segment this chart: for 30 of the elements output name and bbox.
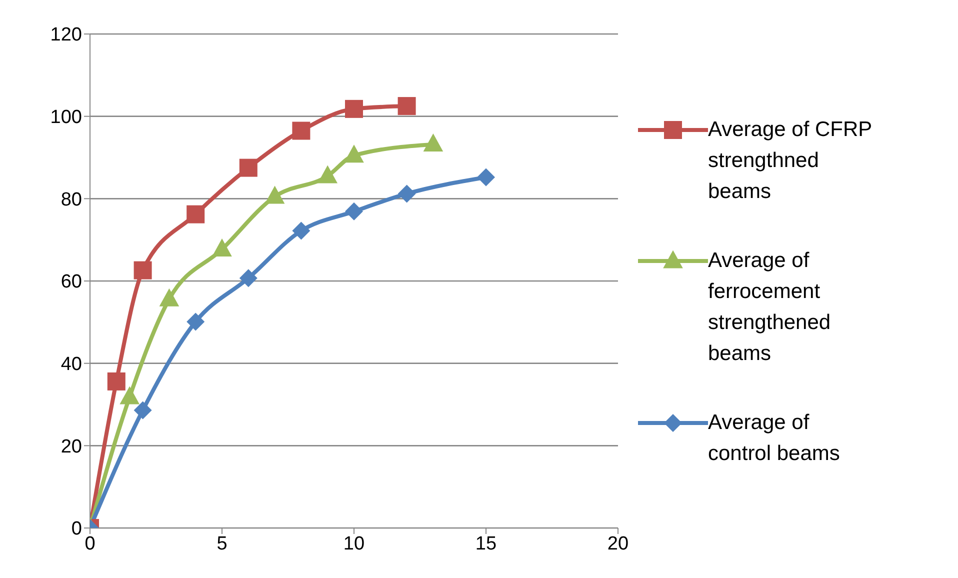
legend-label: Average of CFRP strengthned beams xyxy=(708,117,873,205)
point xyxy=(345,100,363,118)
x-tick-label: 10 xyxy=(343,533,365,554)
x-tick-label: 5 xyxy=(216,533,228,554)
point xyxy=(107,372,126,390)
point xyxy=(186,312,205,331)
y-tick-label: 40 xyxy=(60,354,82,376)
y-tick-label: 60 xyxy=(60,272,82,293)
point xyxy=(292,222,310,240)
y-tick-label: 20 xyxy=(60,436,82,458)
point xyxy=(120,386,140,404)
y-tick-label: 80 xyxy=(60,189,82,210)
x-tick-label: 0 xyxy=(84,533,96,554)
y-tick-label: 0 xyxy=(71,518,82,540)
x-tick-label: 15 xyxy=(475,533,497,554)
point xyxy=(398,184,416,203)
legend-label: Average of control beams xyxy=(708,410,841,467)
point xyxy=(477,168,495,186)
point xyxy=(186,205,205,224)
point xyxy=(398,97,416,116)
x-tick-label: 20 xyxy=(607,533,629,554)
legend-label: Average of ferrocement strengthened beams xyxy=(708,248,832,367)
point xyxy=(134,261,152,280)
point xyxy=(134,401,152,420)
y-tick-label: 120 xyxy=(50,24,82,46)
y-tick-label: 100 xyxy=(50,107,82,128)
point xyxy=(292,122,310,140)
point xyxy=(345,202,363,220)
point xyxy=(239,158,258,177)
point xyxy=(239,269,258,288)
